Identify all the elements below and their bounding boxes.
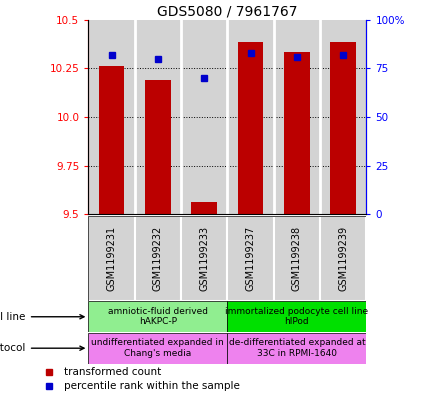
Text: immortalized podocyte cell line
hIPod: immortalized podocyte cell line hIPod <box>225 307 368 327</box>
Bar <box>181 216 227 301</box>
Bar <box>191 202 216 214</box>
Bar <box>145 80 170 214</box>
Text: GSM1199239: GSM1199239 <box>338 226 347 291</box>
Text: GSM1199231: GSM1199231 <box>106 226 116 291</box>
Bar <box>98 66 124 214</box>
Bar <box>273 216 319 301</box>
Bar <box>330 42 355 214</box>
Bar <box>134 20 181 214</box>
Bar <box>88 216 135 301</box>
Text: transformed count: transformed count <box>64 367 161 377</box>
Bar <box>134 216 181 301</box>
Text: amniotic-fluid derived
hAKPC-P: amniotic-fluid derived hAKPC-P <box>108 307 207 327</box>
Text: cell line: cell line <box>0 312 84 322</box>
Bar <box>237 42 263 214</box>
Bar <box>319 216 366 301</box>
Text: GSM1199238: GSM1199238 <box>291 226 301 291</box>
Bar <box>88 333 227 364</box>
Text: percentile rank within the sample: percentile rank within the sample <box>64 381 240 391</box>
Bar <box>319 20 366 214</box>
Bar <box>88 20 135 214</box>
Text: GSM1199233: GSM1199233 <box>199 226 209 291</box>
Title: GDS5080 / 7961767: GDS5080 / 7961767 <box>157 4 297 18</box>
Bar <box>283 52 309 214</box>
Bar <box>181 20 227 214</box>
Bar <box>88 301 227 332</box>
Text: GSM1199232: GSM1199232 <box>153 226 163 291</box>
Text: de-differentiated expanded at
33C in RPMI-1640: de-differentiated expanded at 33C in RPM… <box>228 338 364 358</box>
Bar <box>273 20 319 214</box>
Bar <box>227 20 273 214</box>
Text: undifferentiated expanded in
Chang's media: undifferentiated expanded in Chang's med… <box>91 338 224 358</box>
Text: growth protocol: growth protocol <box>0 343 84 353</box>
Bar <box>227 333 366 364</box>
Bar <box>227 216 273 301</box>
Bar <box>227 301 366 332</box>
Text: GSM1199237: GSM1199237 <box>245 226 255 291</box>
